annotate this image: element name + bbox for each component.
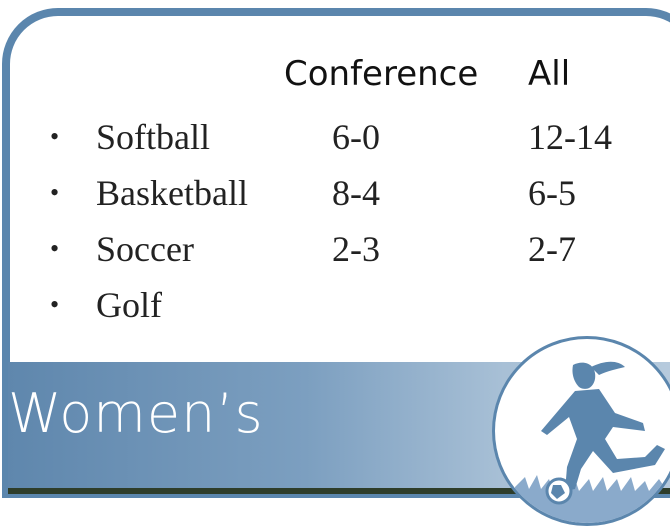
bullet-icon: •	[50, 178, 59, 208]
banner-title: Women’s	[8, 382, 264, 445]
overall-record: 12-14	[528, 116, 612, 158]
conference-record: 6-0	[332, 116, 380, 158]
bullet-icon: •	[50, 122, 59, 152]
all-header: All	[528, 54, 570, 94]
bullet-icon: •	[50, 234, 59, 264]
sport-name: Golf	[96, 284, 162, 326]
bullet-icon: •	[50, 290, 59, 320]
list-item: • Golf	[0, 284, 670, 334]
conference-header: Conference	[284, 54, 478, 94]
conference-record: 8-4	[332, 172, 380, 214]
list-item: • Soccer 2-3 2-7	[0, 228, 670, 278]
overall-record: 2-7	[528, 228, 576, 270]
conference-record: 2-3	[332, 228, 380, 270]
list-item: • Basketball 8-4 6-5	[0, 172, 670, 222]
overall-record: 6-5	[528, 172, 576, 214]
sport-name: Soccer	[96, 228, 194, 270]
list-item: • Softball 6-0 12-14	[0, 116, 670, 166]
soccer-player-icon	[492, 336, 670, 526]
sport-name: Softball	[96, 116, 210, 158]
sport-name: Basketball	[96, 172, 248, 214]
column-headers: Conference All	[0, 54, 670, 104]
soccer-player-graphic	[495, 339, 670, 526]
